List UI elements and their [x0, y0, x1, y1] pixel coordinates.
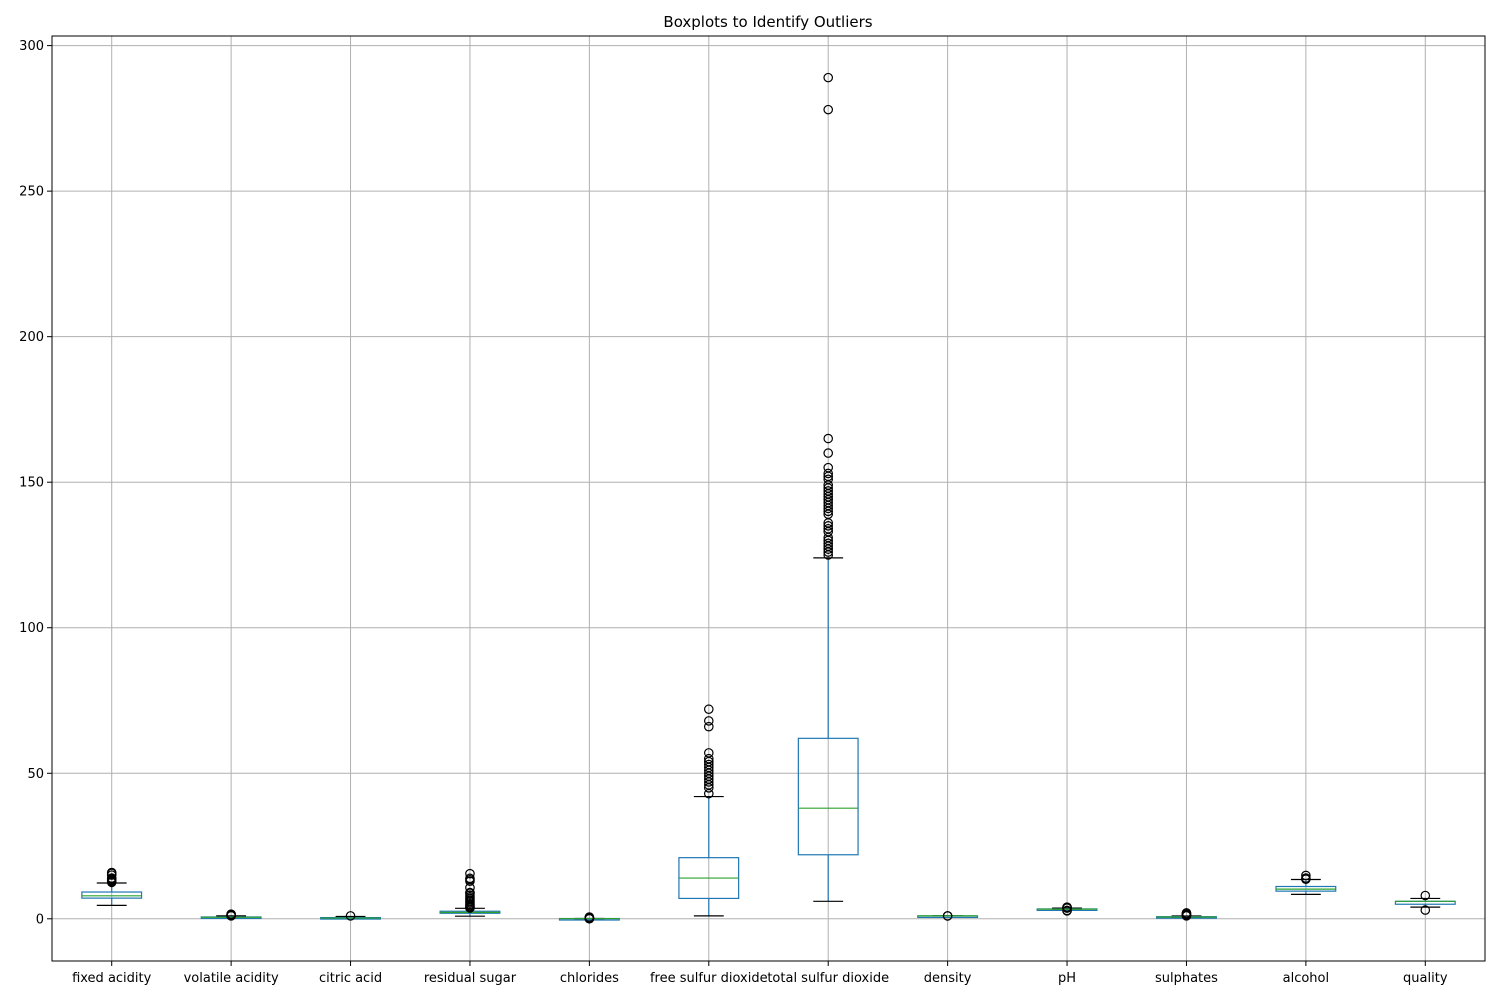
x-tick-label: density: [924, 971, 972, 986]
outlier-point: [106, 873, 117, 883]
x-tick-label: volatile acidity: [184, 971, 279, 986]
outlier-point: [465, 868, 475, 879]
iqr-box: [797, 737, 859, 856]
x-tick-label: free sulfur dioxide: [650, 971, 768, 986]
box-group: [1394, 890, 1456, 915]
outlier-point: [584, 912, 595, 922]
outlier-point: [823, 448, 834, 458]
box-group: [200, 909, 262, 921]
outlier-point: [465, 887, 475, 898]
outlier-point: [703, 721, 714, 732]
outlier-point: [1062, 905, 1072, 916]
y-tick-label: 100: [19, 621, 44, 636]
axis-ticks: 0 50 100 150 200 250 300 fixed acidity volatile …: [19, 39, 1448, 986]
y-tick-label: 300: [19, 39, 44, 54]
outlier-point: [1301, 873, 1311, 883]
x-tick-label: sulphates: [1155, 971, 1218, 986]
x-tick-label: citric acid: [319, 971, 382, 986]
x-tick-label: quality: [1403, 971, 1448, 986]
box-group: [1036, 902, 1098, 916]
iqr-box: [81, 891, 143, 899]
box-group: [1156, 908, 1217, 921]
box-group: [678, 704, 740, 917]
box-group: [917, 911, 979, 921]
box-group: [797, 72, 859, 902]
x-tick-label: alcohol: [1283, 971, 1329, 986]
outlier-point: [345, 911, 356, 921]
x-tick-label: fixed acidity: [72, 971, 152, 986]
y-tick-label: 250: [19, 185, 44, 200]
outlier-point: [1301, 870, 1311, 881]
outlier-point: [823, 521, 834, 531]
box-plots: [81, 72, 1456, 924]
box-group: [320, 911, 381, 921]
box-group: [1275, 870, 1337, 895]
outlier-point: [1181, 908, 1192, 918]
box-group: [81, 867, 143, 907]
outlier-point: [823, 486, 834, 496]
outlier-point: [823, 474, 834, 485]
outlier-point: [703, 748, 714, 758]
box-group: [439, 868, 501, 917]
y-tick-label: 150: [19, 476, 44, 491]
y-tick-label: 200: [19, 330, 44, 345]
outlier-point: [823, 468, 834, 479]
outlier-point: [703, 759, 714, 770]
outlier-point: [703, 753, 714, 764]
x-tick-label: pH: [1058, 971, 1076, 986]
outlier-point: [106, 867, 117, 878]
outlier-point: [823, 462, 834, 473]
outlier-point: [1062, 902, 1072, 912]
x-tick-label: total sulfur dioxide: [767, 971, 889, 986]
grid-lines: [52, 36, 1485, 961]
x-tick-label: chlorides: [560, 971, 619, 986]
y-tick-label: 0: [36, 912, 44, 927]
outlier-point: [823, 523, 834, 534]
outlier-point: [823, 72, 834, 83]
axes-frame: [51, 35, 1486, 962]
outlier-point: [703, 704, 714, 715]
outlier-point: [942, 911, 953, 921]
y-tick-label: 50: [27, 767, 44, 782]
box-group: [558, 912, 620, 924]
chart-title: Boxplots to Identify Outliers: [663, 13, 872, 31]
x-tick-label: residual sugar: [424, 971, 517, 986]
outlier-point: [1420, 905, 1431, 915]
outlier-point: [1420, 890, 1431, 901]
outlier-point: [823, 538, 834, 549]
outlier-point: [823, 104, 834, 115]
outlier-point: [703, 716, 714, 726]
outlier-point: [226, 909, 236, 919]
outlier-point: [823, 433, 834, 444]
outlier-point: [465, 873, 475, 884]
